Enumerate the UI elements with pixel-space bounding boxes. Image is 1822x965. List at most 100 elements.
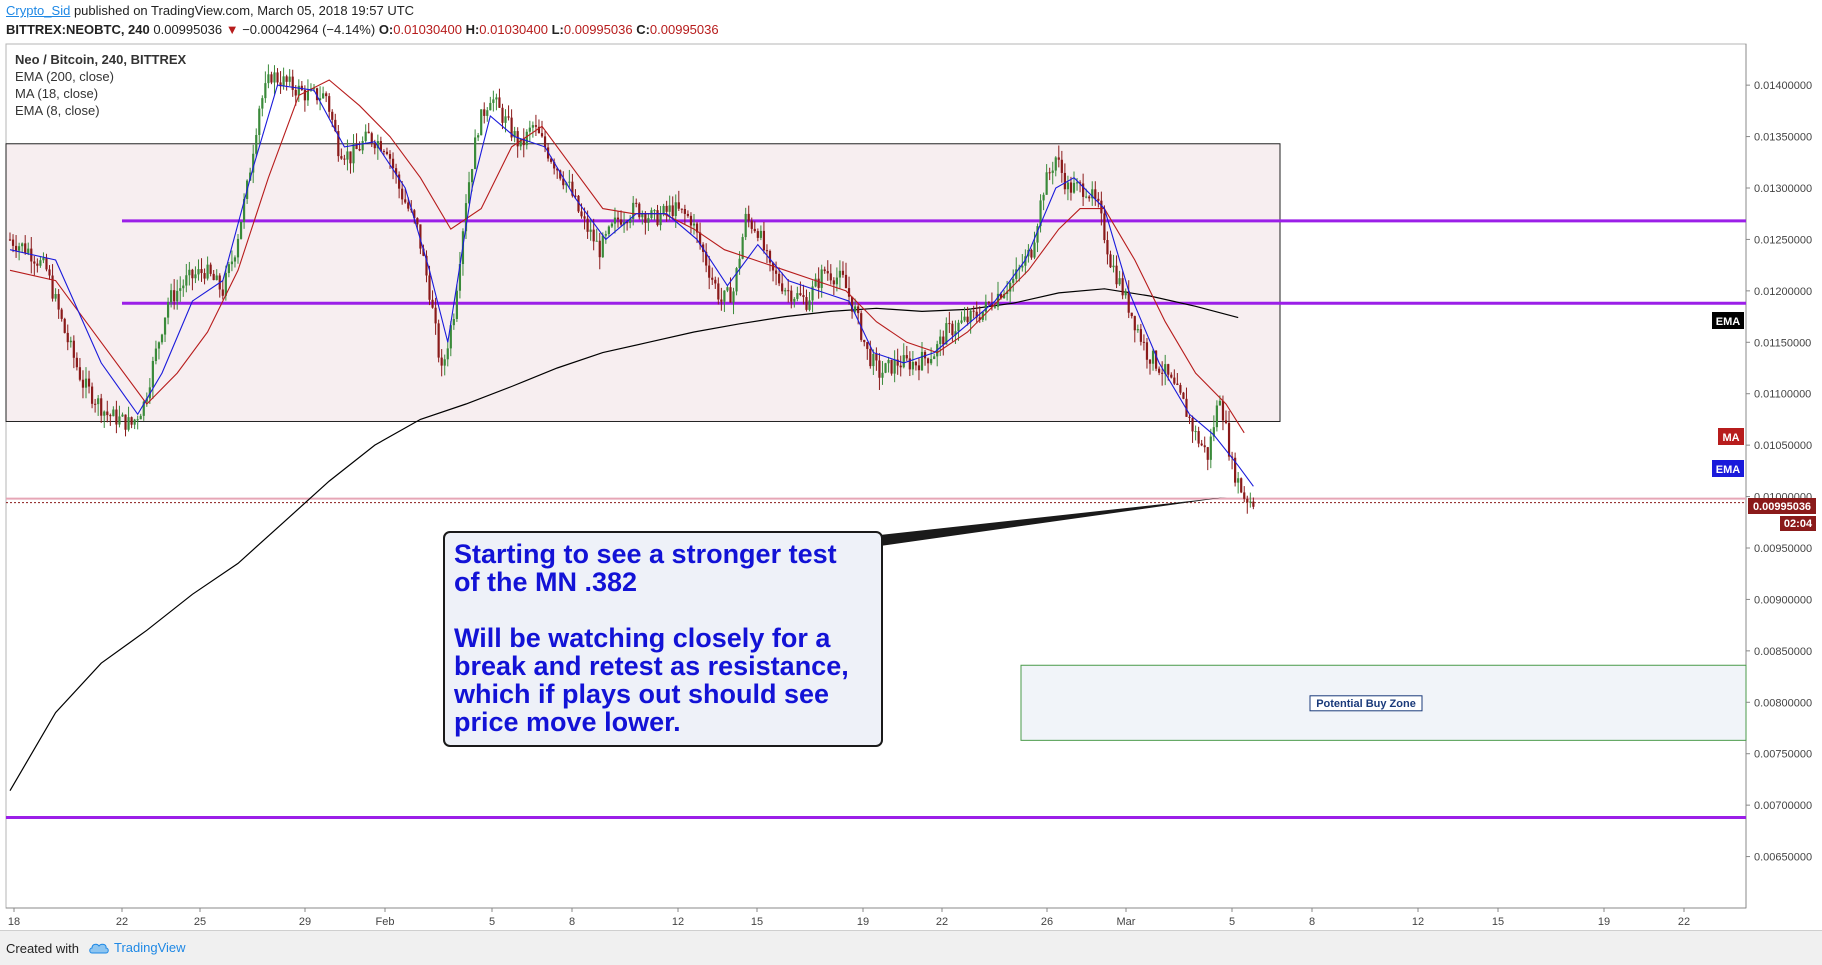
candle-body[interactable] bbox=[662, 205, 665, 214]
candle-body[interactable] bbox=[118, 416, 121, 425]
candle-body[interactable] bbox=[759, 230, 762, 238]
candle-body[interactable] bbox=[741, 237, 744, 259]
candle-body[interactable] bbox=[480, 109, 483, 136]
candle-body[interactable] bbox=[708, 265, 711, 278]
candle-body[interactable] bbox=[738, 258, 741, 269]
ema200-polyline[interactable] bbox=[9, 288, 1239, 792]
candle-body[interactable] bbox=[762, 230, 766, 251]
candle-body[interactable] bbox=[857, 306, 860, 314]
ema8-polyline[interactable] bbox=[9, 84, 1254, 487]
candle-body[interactable] bbox=[954, 331, 957, 336]
candle-body[interactable] bbox=[291, 76, 294, 90]
candle-body[interactable] bbox=[27, 248, 30, 253]
candle-body[interactable] bbox=[1088, 196, 1091, 199]
candle-body[interactable] bbox=[440, 357, 443, 366]
candle-body[interactable] bbox=[750, 220, 753, 229]
candle-body[interactable] bbox=[270, 74, 273, 83]
candle-body[interactable] bbox=[373, 143, 376, 149]
candle-body[interactable] bbox=[179, 288, 182, 291]
candle-body[interactable] bbox=[416, 218, 419, 225]
candle-body[interactable] bbox=[568, 181, 571, 183]
candle-body[interactable] bbox=[513, 131, 516, 138]
candle-body[interactable] bbox=[902, 355, 905, 368]
candle-body[interactable] bbox=[844, 274, 848, 289]
candle-body[interactable] bbox=[735, 268, 738, 292]
candle-body[interactable] bbox=[790, 290, 793, 302]
candle-body[interactable] bbox=[714, 279, 717, 284]
candle-body[interactable] bbox=[115, 409, 118, 425]
candle-body[interactable] bbox=[252, 153, 255, 173]
candle-body[interactable] bbox=[1215, 405, 1218, 428]
candle-body[interactable] bbox=[173, 290, 176, 302]
candle-body[interactable] bbox=[224, 273, 227, 296]
candle-body[interactable] bbox=[647, 218, 650, 223]
candle-body[interactable] bbox=[589, 229, 592, 232]
candle-body[interactable] bbox=[267, 74, 270, 84]
candle-body[interactable] bbox=[525, 131, 528, 146]
candle-body[interactable] bbox=[613, 217, 617, 224]
candle-body[interactable] bbox=[315, 88, 319, 101]
candle-body[interactable] bbox=[136, 419, 139, 421]
candle-body[interactable] bbox=[60, 309, 63, 319]
candle-body[interactable] bbox=[112, 409, 115, 417]
candle-body[interactable] bbox=[1206, 447, 1209, 460]
candle-body[interactable] bbox=[668, 205, 671, 212]
candle-body[interactable] bbox=[1185, 398, 1188, 417]
candle-body[interactable] bbox=[987, 301, 990, 303]
candle-body[interactable] bbox=[854, 306, 857, 312]
candle-body[interactable] bbox=[540, 133, 544, 137]
candle-body[interactable] bbox=[206, 264, 209, 279]
candle-body[interactable] bbox=[273, 72, 276, 83]
candle-body[interactable] bbox=[674, 202, 677, 217]
candle-body[interactable] bbox=[972, 310, 975, 312]
candle-body[interactable] bbox=[81, 379, 85, 388]
candle-body[interactable] bbox=[331, 111, 334, 120]
candle-body[interactable] bbox=[1252, 501, 1255, 507]
candle-body[interactable] bbox=[908, 358, 911, 370]
candle-body[interactable] bbox=[926, 358, 930, 364]
candle-body[interactable] bbox=[209, 264, 212, 274]
candle-body[interactable] bbox=[899, 365, 902, 368]
candle-body[interactable] bbox=[559, 170, 562, 179]
candle-body[interactable] bbox=[1127, 290, 1130, 313]
candle-body[interactable] bbox=[84, 378, 88, 388]
candle-body[interactable] bbox=[756, 231, 759, 238]
candle-body[interactable] bbox=[124, 414, 127, 430]
candle-body[interactable] bbox=[200, 269, 203, 274]
candle-body[interactable] bbox=[501, 107, 504, 123]
candle-body[interactable] bbox=[838, 270, 842, 278]
candle-body[interactable] bbox=[261, 98, 264, 109]
candle-body[interactable] bbox=[100, 398, 103, 416]
candle-body[interactable] bbox=[139, 415, 142, 420]
candle-body[interactable] bbox=[872, 353, 875, 367]
candle-body[interactable] bbox=[711, 277, 714, 280]
candle-body[interactable] bbox=[322, 93, 325, 99]
candle-body[interactable] bbox=[1234, 457, 1237, 483]
candle-body[interactable] bbox=[799, 293, 802, 296]
candle-body[interactable] bbox=[911, 361, 914, 370]
candle-body[interactable] bbox=[689, 215, 693, 226]
candle-body[interactable] bbox=[686, 213, 690, 216]
candle-body[interactable] bbox=[194, 274, 197, 279]
tradingview-link[interactable]: TradingView bbox=[88, 940, 186, 955]
candle-body[interactable] bbox=[163, 317, 167, 335]
candle-body[interactable] bbox=[957, 322, 960, 332]
time-axis[interactable]: 18 22 25 29 Feb 5 8 12 15 19 22 26 Mar 5 8 12 15 19 22 bbox=[8, 908, 1690, 928]
candle-body[interactable] bbox=[869, 348, 872, 367]
candle-body[interactable] bbox=[1115, 265, 1118, 285]
candle-body[interactable] bbox=[881, 372, 884, 378]
candle-body[interactable] bbox=[1112, 265, 1115, 268]
candle-body[interactable] bbox=[507, 116, 510, 118]
candle-body[interactable] bbox=[1167, 364, 1170, 375]
candle-body[interactable] bbox=[188, 269, 191, 276]
candle-body[interactable] bbox=[130, 417, 133, 425]
candle-body[interactable] bbox=[1249, 501, 1252, 503]
candle-body[interactable] bbox=[51, 275, 54, 299]
candle-body[interactable] bbox=[905, 355, 908, 359]
candle-body[interactable] bbox=[893, 359, 896, 374]
candle-body[interactable] bbox=[942, 336, 945, 345]
candle-body[interactable] bbox=[346, 151, 349, 160]
candle-body[interactable] bbox=[145, 398, 148, 402]
candle-body[interactable] bbox=[796, 293, 799, 299]
candle-body[interactable] bbox=[1237, 478, 1240, 483]
